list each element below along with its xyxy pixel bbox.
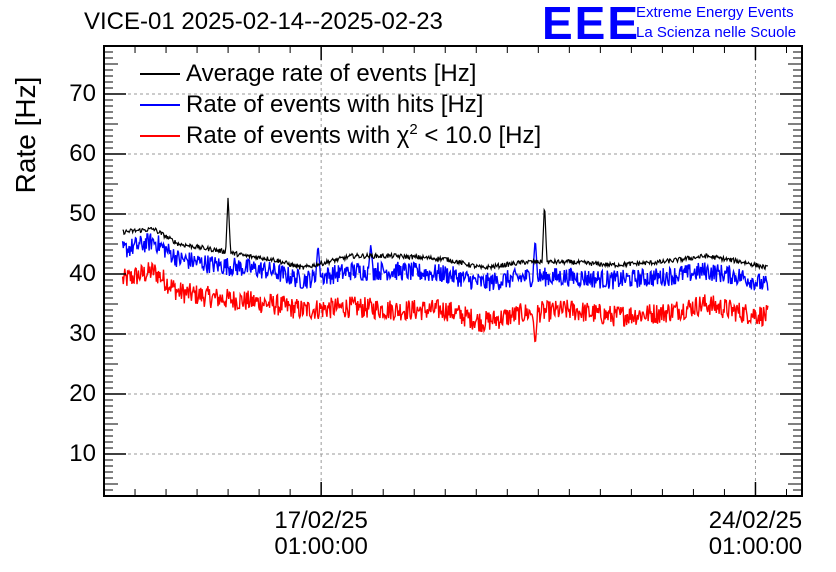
y-axis-label: Rate [Hz] — [10, 76, 41, 194]
eee-logo: EEE — [542, 0, 641, 49]
legend-label-hits: Rate of events with hits [Hz] — [186, 90, 484, 118]
x-tick-date: 17/02/25 — [274, 507, 368, 534]
y-axis-label-box: Rate [Hz] — [6, 77, 46, 194]
legend-item-chi2: Rate of events with χ2 < 10.0 [Hz] — [140, 120, 541, 151]
logo-line-1: Extreme Energy Events — [636, 4, 794, 21]
legend-label-chi2: Rate of events with χ2 < 10.0 [Hz] — [186, 121, 541, 150]
legend-swatch-hits — [140, 103, 180, 106]
legend-label-average: Average rate of events [Hz] — [186, 59, 477, 87]
legend-chi2-superscript: 2 — [409, 121, 418, 138]
series-line — [122, 197, 769, 272]
legend-swatch-chi2 — [140, 134, 180, 137]
axis-ticks — [104, 46, 802, 496]
y-tick-label: 10 — [69, 440, 96, 467]
legend-chi2-suffix: < 10.0 [Hz] — [417, 122, 542, 149]
y-tick-label: 50 — [69, 200, 96, 227]
series-layer — [121, 197, 769, 343]
y-tick-label: 60 — [69, 140, 96, 167]
x-tick-time: 01:00:00 — [708, 533, 803, 560]
y-tick-label: 70 — [69, 80, 96, 107]
series-line — [121, 233, 769, 292]
x-tick-label: 17/02/25 01:00:00 — [256, 508, 386, 560]
y-tick-label: 30 — [69, 320, 96, 347]
x-tick-date: 24/02/25 — [708, 507, 803, 534]
x-tick-time: 01:00:00 — [274, 533, 368, 560]
x-tick-label: 24/02/25 01:00:00 — [690, 508, 820, 560]
legend: Average rate of events [Hz] Rate of even… — [140, 58, 541, 151]
legend-item-average: Average rate of events [Hz] — [140, 58, 541, 89]
series-line — [121, 261, 769, 343]
y-tick-label: 40 — [69, 260, 96, 287]
logo-line-2: La Scienza nelle Scuole — [636, 24, 797, 41]
legend-chi2-prefix: Rate of events with χ — [186, 122, 410, 149]
y-tick-label: 20 — [69, 380, 96, 407]
legend-swatch-average — [140, 72, 180, 75]
chart-title: VICE-01 2025-02-14--2025-02-23 — [84, 8, 443, 35]
plot-frame — [103, 45, 803, 497]
legend-item-hits: Rate of events with hits [Hz] — [140, 89, 541, 120]
